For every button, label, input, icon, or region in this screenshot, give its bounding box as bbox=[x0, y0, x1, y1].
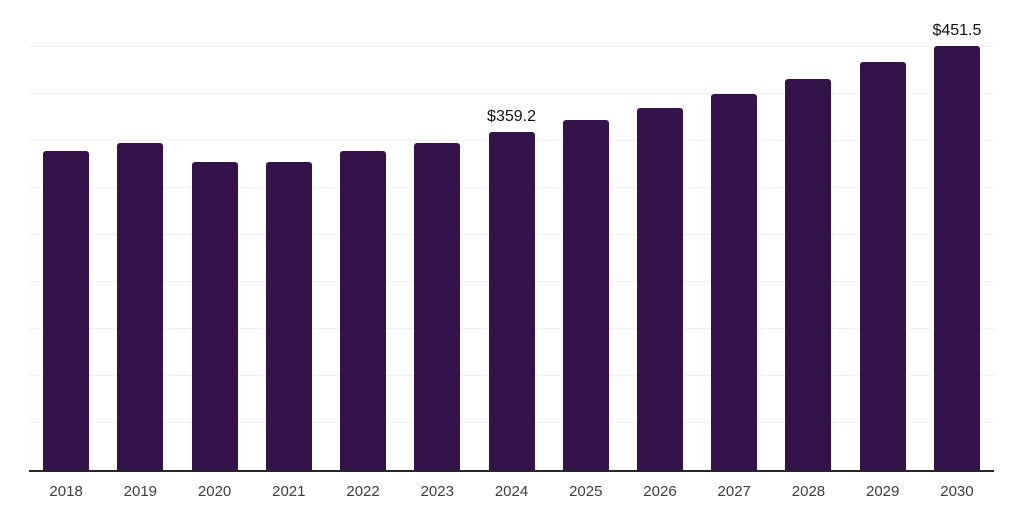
gridline bbox=[29, 93, 994, 94]
x-tick-label-2029: 2029 bbox=[866, 483, 900, 500]
bar-2020 bbox=[191, 161, 238, 470]
bar-series: $359.2 $451.5 bbox=[29, 0, 994, 470]
bar-slot-2027 bbox=[697, 0, 771, 470]
bar-2019 bbox=[117, 142, 164, 470]
bar-slot-2029 bbox=[846, 0, 920, 470]
x-axis: 2018 2019 2020 2021 2022 2023 2024 2025 2026 2027… bbox=[29, 483, 994, 500]
x-tick-label-2021: 2021 bbox=[272, 483, 306, 500]
bar-2025 bbox=[562, 120, 609, 470]
bar-2029 bbox=[859, 62, 906, 470]
bar-slot-2018 bbox=[29, 0, 103, 470]
bar-slot-2026 bbox=[623, 0, 697, 470]
data-label-2024: $359.2 bbox=[487, 108, 536, 126]
x-tick-label-2022: 2022 bbox=[346, 483, 380, 500]
gridline bbox=[29, 46, 994, 47]
x-tick-label-2019: 2019 bbox=[123, 483, 158, 500]
x-tick-label-2027: 2027 bbox=[717, 483, 751, 500]
bar-slot-2019 bbox=[103, 0, 177, 470]
bar-slot-2022 bbox=[326, 0, 400, 470]
bar-slot-2020 bbox=[177, 0, 251, 470]
x-tick-label-2023: 2023 bbox=[420, 483, 454, 500]
bar-2018 bbox=[43, 151, 90, 470]
bar-2024 bbox=[488, 132, 535, 470]
x-tick-label-2025: 2025 bbox=[569, 483, 603, 500]
bar-slot-2021 bbox=[252, 0, 326, 470]
plot-area: $359.2 $451.5 bbox=[29, 0, 994, 472]
bar-slot-2025 bbox=[549, 0, 623, 470]
bar-slot-2028 bbox=[771, 0, 845, 470]
x-tick-label-2024: 2024 bbox=[494, 483, 529, 500]
bar-2027 bbox=[711, 94, 758, 470]
bar-2026 bbox=[636, 108, 683, 470]
bar-2022 bbox=[340, 151, 387, 470]
x-tick-label-2020: 2020 bbox=[197, 483, 232, 500]
bar-2023 bbox=[414, 142, 461, 470]
bar-2030 bbox=[933, 45, 980, 470]
bar-slot-2024: $359.2 bbox=[474, 0, 548, 470]
bar-2028 bbox=[785, 78, 832, 470]
bar-2021 bbox=[265, 161, 312, 470]
x-tick-label-2018: 2018 bbox=[49, 483, 83, 500]
bar-slot-2030: $451.5 bbox=[920, 0, 994, 470]
bar-slot-2023 bbox=[400, 0, 474, 470]
x-tick-label-2028: 2028 bbox=[791, 483, 826, 500]
x-tick-label-2030: 2030 bbox=[940, 483, 974, 500]
data-label-2030: $451.5 bbox=[932, 21, 982, 39]
x-tick-label-2026: 2026 bbox=[643, 483, 677, 500]
